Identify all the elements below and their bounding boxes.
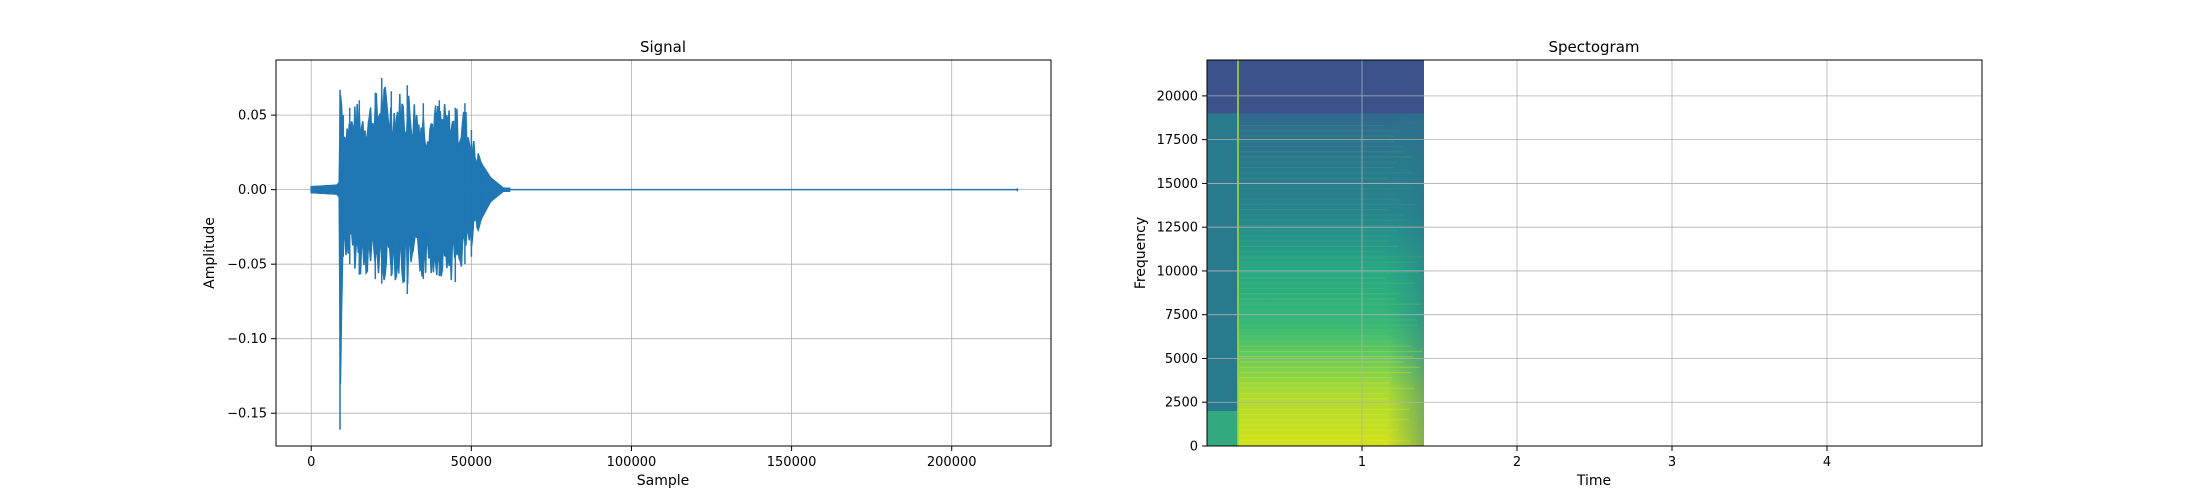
spectrogram-y-tick-label: 20000 — [1157, 89, 1198, 104]
signal-y-tick-label: 0.05 — [238, 109, 267, 124]
spectrogram-title: Spectogram — [1548, 38, 1639, 56]
spectrogram-x-label: Time — [1576, 473, 1611, 489]
spectrogram-y-label: Frequency — [1133, 217, 1149, 289]
spectrogram-y-tick-label: 12500 — [1157, 221, 1198, 236]
spectrogram-grid — [1207, 60, 1982, 447]
signal-x-tick-label: 200000 — [927, 455, 977, 470]
signal-waveform — [310, 86, 511, 385]
signal-x-ticks: 0 50000 100000 150000 200000 — [307, 446, 977, 470]
spectrogram-quiet-low-band — [1207, 410, 1238, 446]
signal-x-tick-label: 0 — [307, 455, 315, 470]
spectrogram-x-tick-label: 2 — [1513, 455, 1521, 470]
spectrogram-y-tick-label: 0 — [1190, 440, 1198, 455]
spectrogram-y-tick-label: 15000 — [1157, 177, 1198, 192]
spectrogram-y-tick-label: 5000 — [1165, 352, 1198, 367]
signal-y-tick-label: 0.00 — [238, 183, 267, 198]
spectrogram-x-ticks: 1 2 3 4 — [1358, 446, 1831, 470]
spectrogram-axes: 1 2 3 4 0 2500 5000 7500 10000 12500 15000 17500 20… — [1133, 38, 1983, 489]
spectrogram-high-band — [1207, 60, 1424, 114]
signal-x-tick-label: 100000 — [607, 455, 657, 470]
signal-x-tick-label: 150000 — [767, 455, 817, 470]
signal-y-tick-label: −0.15 — [227, 407, 267, 422]
spectrogram-x-tick-label: 1 — [1358, 455, 1366, 470]
spectrogram-y-ticks: 0 2500 5000 7500 10000 12500 15000 17500 20000 — [1157, 89, 1207, 455]
signal-title: Signal — [640, 38, 686, 56]
signal-y-ticks: −0.15 −0.10 −0.05 0.00 0.05 — [227, 109, 276, 422]
spectrogram-quiet-region — [1207, 60, 1238, 446]
spectrogram-y-tick-label: 10000 — [1157, 264, 1198, 279]
spectrogram-frame — [1206, 59, 1983, 447]
signal-frame — [275, 59, 1052, 447]
spectrogram-fade — [1238, 60, 1424, 446]
spectrogram-x-tick-label: 4 — [1823, 455, 1831, 470]
signal-y-tick-label: −0.10 — [227, 332, 267, 347]
spectrogram-y-tick-label: 2500 — [1165, 396, 1198, 411]
signal-y-tick-label: −0.05 — [227, 258, 267, 273]
signal-x-label: Sample — [637, 473, 690, 489]
spectrogram-x-tick-label: 3 — [1668, 455, 1676, 470]
signal-x-tick-label: 50000 — [451, 455, 492, 470]
signal-y-label: Amplitude — [202, 217, 218, 289]
spectrogram-y-tick-label: 7500 — [1165, 308, 1198, 323]
signal-axes: 0 50000 100000 150000 200000 −0.15 −0.10 −0.05… — [202, 38, 1052, 489]
spectrogram-image — [1207, 60, 1424, 446]
spectrogram-y-tick-label: 17500 — [1157, 133, 1198, 148]
